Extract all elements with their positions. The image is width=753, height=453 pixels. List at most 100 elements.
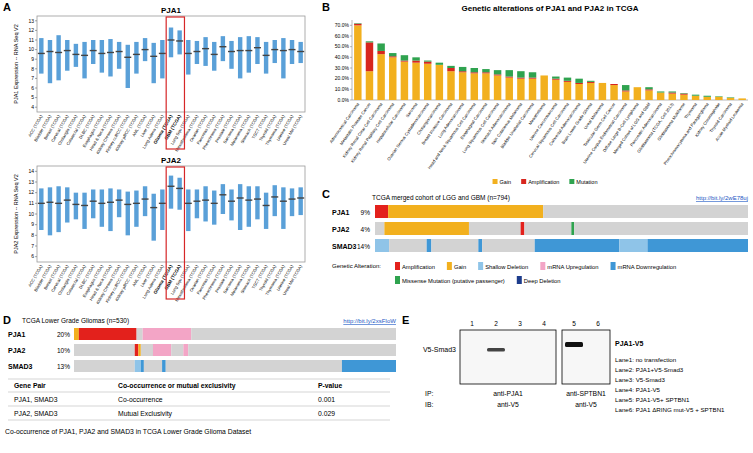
bar-segment	[377, 43, 384, 50]
tick	[35, 40, 37, 41]
expression-range	[273, 40, 277, 63]
bar-segment	[424, 64, 431, 100]
tick-label: 10	[28, 211, 34, 217]
tick	[350, 78, 352, 79]
median	[116, 51, 123, 52]
gene-label: PJA2	[8, 347, 26, 354]
bar-segment	[459, 71, 466, 72]
legend-swatch	[569, 179, 574, 184]
bar-segment	[389, 57, 396, 100]
oncoprint-cell	[482, 239, 535, 252]
expression-range	[177, 30, 181, 54]
lane-legend: Lane6: PJA1 ΔRING mut-V5 + SPTBN1	[615, 406, 725, 413]
gene-label: PJA1	[332, 209, 350, 216]
plot-frame	[37, 16, 305, 112]
expression-range	[264, 42, 268, 74]
oncoprint-cell	[427, 239, 432, 252]
expression-range	[221, 184, 225, 214]
plot-frame	[37, 166, 305, 262]
tick-label: 50.0%	[335, 43, 350, 49]
median	[98, 53, 105, 54]
bar-segment	[634, 87, 641, 100]
bar-segment	[389, 53, 396, 56]
bar-segment	[552, 79, 559, 80]
oncoprint-cell	[166, 360, 342, 372]
legend-swatch	[395, 276, 400, 284]
legend-label: Amplification	[528, 179, 559, 185]
table-rule	[8, 406, 390, 407]
bar-segment	[494, 74, 501, 75]
oncoprint-cell	[342, 360, 396, 372]
expression-range	[247, 186, 251, 227]
lane-number: 3	[518, 320, 522, 327]
median	[142, 49, 149, 50]
bar-segment	[412, 63, 419, 100]
category-label: Head and Neck Squamous Cell Carcinoma	[427, 101, 477, 170]
band-label: PJA1-V5	[615, 340, 644, 347]
legend-swatch	[447, 262, 452, 270]
bar-segment	[645, 87, 652, 89]
bar-segment	[540, 75, 547, 76]
bar-segment	[680, 94, 687, 95]
bar-segment	[424, 61, 431, 62]
lane-legend: Lane3: V5-Smad3	[615, 376, 665, 383]
bar-segment	[715, 97, 722, 100]
tick-label: 7	[31, 243, 34, 249]
median	[168, 39, 175, 40]
bar-segment	[610, 85, 617, 100]
median	[193, 51, 200, 52]
median	[185, 203, 192, 204]
table-rule	[8, 392, 390, 393]
oncoprint-cell	[375, 239, 389, 252]
bar-segment	[575, 84, 582, 100]
oncoprint-cell	[74, 360, 135, 372]
median	[90, 50, 97, 51]
x-axis	[352, 100, 748, 101]
median	[72, 54, 79, 55]
legend-swatch	[517, 276, 522, 284]
expression-range	[195, 41, 199, 64]
expression-range	[212, 191, 216, 225]
antibody: anti-V5	[497, 401, 519, 408]
expression-range	[134, 191, 138, 227]
expression-range	[117, 189, 121, 217]
expression-range	[255, 186, 259, 219]
bar-segment	[482, 73, 489, 100]
legend-title: Genetic Alteration:	[332, 263, 381, 269]
category-label: Pheochromocytoma and Paraganglioma	[663, 101, 710, 166]
expression-range	[229, 41, 233, 69]
bar-segment	[622, 91, 629, 100]
legend-swatch	[540, 262, 545, 270]
link: http://bit.ly/2xsFIoW	[343, 318, 396, 324]
expression-range	[117, 42, 121, 69]
caption: Co-occurrence of PJA1, PJA2 and SMAD3 in…	[5, 428, 251, 435]
expression-range	[186, 189, 190, 231]
figure: ABCDEPJA1PJA1 Expression -- RNA Seq V245…	[0, 0, 753, 453]
median	[150, 56, 157, 57]
lane-number: 1	[470, 320, 474, 327]
tick-label: 11	[29, 37, 34, 43]
bar-segment	[540, 75, 547, 100]
oncoprint-cell	[162, 360, 166, 372]
legend-swatch	[395, 262, 400, 270]
antibody: anti-V5	[575, 401, 597, 408]
median	[202, 199, 209, 200]
tick-label: 11	[29, 200, 34, 206]
table-header: Gene Pair	[14, 382, 46, 389]
expression-range	[160, 189, 164, 230]
bar-segment	[669, 91, 676, 92]
expression-range	[108, 188, 112, 231]
table-header: Co-occurrence or mutual exclusivity	[118, 382, 236, 390]
tick	[35, 182, 37, 183]
bar-segment	[564, 81, 571, 82]
bar-segment	[552, 80, 559, 100]
tick-label: 5	[31, 94, 34, 100]
bar-segment	[529, 79, 536, 100]
bar-segment	[377, 54, 384, 100]
bar-segment	[564, 78, 571, 81]
bar-segment	[459, 72, 466, 100]
oncoprint-cell	[524, 222, 571, 235]
category-label: Uveal Mel (TCGA)	[282, 263, 304, 296]
legend-label: Missense Mutation (putative passenger)	[402, 278, 505, 284]
tick	[35, 30, 37, 31]
